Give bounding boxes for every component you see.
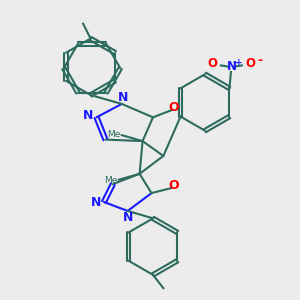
Text: N: N — [90, 196, 101, 209]
Text: Me: Me — [104, 176, 118, 185]
Text: N: N — [83, 109, 94, 122]
Text: N: N — [226, 60, 236, 74]
Text: O: O — [169, 179, 179, 192]
Text: +: + — [235, 58, 242, 67]
Text: N: N — [118, 91, 128, 104]
Text: N: N — [123, 211, 134, 224]
Text: Me: Me — [107, 130, 120, 139]
Text: O: O — [208, 58, 218, 70]
Text: O: O — [169, 101, 179, 114]
Text: O: O — [245, 58, 255, 70]
Text: -: - — [257, 54, 262, 67]
